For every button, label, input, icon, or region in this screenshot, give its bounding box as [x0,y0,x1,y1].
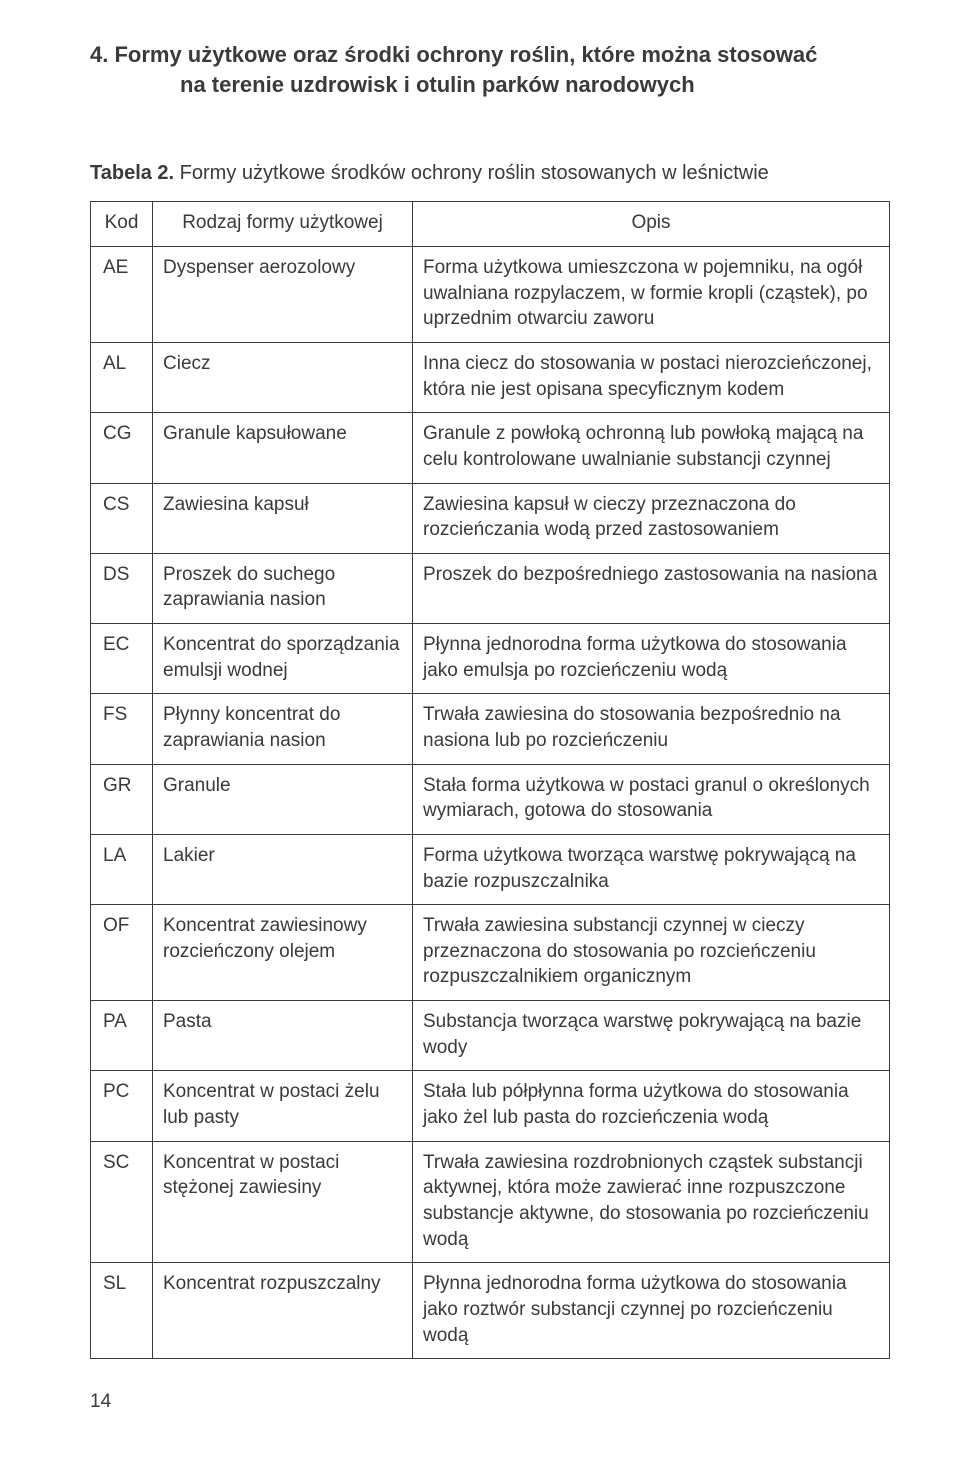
forms-table: Kod Rodzaj formy użytkowej Opis AEDyspen… [90,201,890,1359]
caption-prefix: Tabela 2. [90,162,174,184]
cell-opis: Płynna jednorodna forma użytkowa do stos… [413,1263,890,1359]
cell-rodzaj: Granule kapsułowane [153,413,413,483]
cell-kod: SC [91,1141,153,1263]
cell-opis: Forma użytkowa tworząca warstwę pokrywaj… [413,834,890,904]
cell-opis: Stała lub półpłynna forma użytkowa do st… [413,1071,890,1141]
cell-kod: LA [91,834,153,904]
table-row: ECKoncentrat do sporzą­dzania emulsji wo… [91,624,890,694]
cell-rodzaj: Koncentrat zawiesinowy rozcieńczony olej… [153,905,413,1001]
cell-kod: FS [91,694,153,764]
cell-rodzaj: Koncentrat do sporzą­dzania emulsji wodn… [153,624,413,694]
cell-opis: Płynna jednorodna forma użytkowa do stos… [413,624,890,694]
cell-kod: OF [91,905,153,1001]
table-row: PAPastaSubstancja tworząca warstwę pokry… [91,1001,890,1071]
cell-rodzaj: Koncentrat rozpuszczalny [153,1263,413,1359]
cell-kod: CG [91,413,153,483]
page-number: 14 [90,1391,890,1413]
cell-opis: Forma użytkowa umieszczona w pojemniku, … [413,247,890,343]
cell-opis: Inna ciecz do stosowania w postaci niero… [413,342,890,412]
table-row: SLKoncentrat rozpuszczalnyPłynna jednoro… [91,1263,890,1359]
cell-kod: AL [91,342,153,412]
table-row: PCKoncentrat w postaci żelu lub pastySta… [91,1071,890,1141]
table-row: LALakierForma użytkowa tworząca warstwę … [91,834,890,904]
table-row: FSPłynny koncentrat do zaprawiania nasio… [91,694,890,764]
cell-rodzaj: Płynny koncentrat do zaprawiania nasion [153,694,413,764]
cell-kod: CS [91,483,153,553]
cell-rodzaj: Koncentrat w postaci stężonej zawiesiny [153,1141,413,1263]
cell-opis: Granule z powłoką ochronną lub powłoką m… [413,413,890,483]
cell-rodzaj: Koncentrat w postaci żelu lub pasty [153,1071,413,1141]
cell-kod: EC [91,624,153,694]
cell-opis: Trwała zawiesina rozdrobnionych cząstek … [413,1141,890,1263]
cell-rodzaj: Granule [153,764,413,834]
cell-opis: Trwała zawiesina do stosowania bezpośred… [413,694,890,764]
table-row: GRGranuleStała forma użytkowa w postaci … [91,764,890,834]
cell-opis: Proszek do bezpośredniego zastosowania n… [413,553,890,623]
section-heading: 4. Formy użytkowe oraz środki ochrony ro… [90,40,890,99]
col-header-rodzaj: Rodzaj formy użytkowej [153,202,413,247]
table-row: ALCieczInna ciecz do stosowania w postac… [91,342,890,412]
cell-opis: Trwała zawiesina substancji czynnej w ci… [413,905,890,1001]
cell-rodzaj: Lakier [153,834,413,904]
table-row: SCKoncentrat w postaci stężonej zawiesin… [91,1141,890,1263]
col-header-kod: Kod [91,202,153,247]
cell-kod: GR [91,764,153,834]
table-row: DSProszek do suchego zaprawiania nasionP… [91,553,890,623]
table-row: CGGranule kapsułowaneGranule z powłoką o… [91,413,890,483]
cell-rodzaj: Dyspenser aerozolowy [153,247,413,343]
cell-kod: AE [91,247,153,343]
table-row: CSZawiesina kapsułZawiesina kapsuł w cie… [91,483,890,553]
table-caption: Tabela 2. Formy użytkowe środków ochrony… [90,159,890,187]
cell-opis: Zawiesina kapsuł w cieczy przeznaczona d… [413,483,890,553]
caption-rest: Formy użytkowe środków ochrony roślin st… [174,162,769,184]
table-row: OFKoncentrat zawiesinowy rozcieńczony ol… [91,905,890,1001]
cell-opis: Stała forma użytkowa w postaci granul o … [413,764,890,834]
heading-line2: na terenie uzdrowisk i otulin parków nar… [90,70,890,100]
cell-rodzaj: Zawiesina kapsuł [153,483,413,553]
cell-kod: PA [91,1001,153,1071]
cell-rodzaj: Pasta [153,1001,413,1071]
cell-rodzaj: Ciecz [153,342,413,412]
table-row: AEDyspenser aerozolowyForma użytkowa umi… [91,247,890,343]
cell-opis: Substancja tworząca warstwę pokrywającą … [413,1001,890,1071]
table-header-row: Kod Rodzaj formy użytkowej Opis [91,202,890,247]
cell-kod: DS [91,553,153,623]
cell-kod: SL [91,1263,153,1359]
heading-line1: 4. Formy użytkowe oraz środki ochrony ro… [90,42,817,67]
cell-kod: PC [91,1071,153,1141]
cell-rodzaj: Proszek do suchego zaprawiania nasion [153,553,413,623]
col-header-opis: Opis [413,202,890,247]
